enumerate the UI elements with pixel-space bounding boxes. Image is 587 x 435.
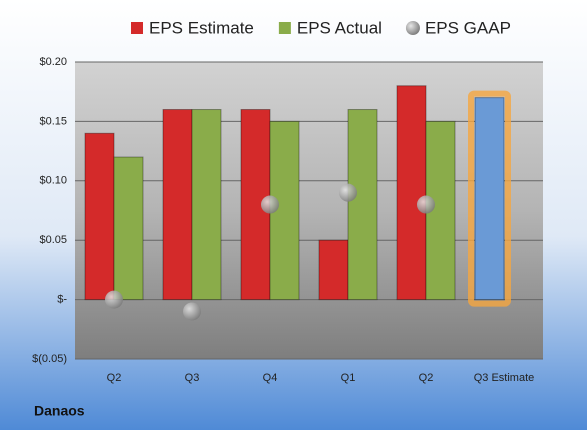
x-tick-label: Q2: [419, 372, 434, 384]
y-tick-label: $0.10: [39, 175, 67, 187]
gaap-point: [339, 183, 357, 202]
x-tick-label: Q1: [341, 372, 356, 384]
y-tick-label: $0.15: [39, 115, 67, 127]
plot-area: [75, 62, 543, 359]
gaap-point: [417, 195, 435, 214]
x-tick-label: Q2: [107, 372, 122, 384]
x-tick-label: Q4: [263, 372, 278, 384]
bar: [318, 239, 349, 301]
legend-marker: [405, 21, 420, 35]
highlight-glow: [468, 90, 511, 307]
gaap-point: [261, 195, 279, 214]
bar: [396, 85, 427, 301]
legend-marker: [278, 22, 291, 34]
legend-marker: [131, 22, 143, 34]
bar: [347, 109, 378, 301]
bar: [474, 97, 505, 301]
gaap-point: [105, 290, 123, 309]
bar: [84, 132, 115, 301]
gaap-point: [183, 302, 201, 321]
y-tick-label: $0.20: [39, 56, 67, 68]
y-tick-label: $-: [57, 294, 67, 306]
bar: [191, 109, 222, 301]
y-tick-label: $(0.05): [32, 353, 67, 365]
y-tick-label: $0.05: [39, 234, 67, 246]
bar: [162, 109, 193, 301]
x-tick-label: Q3: [185, 372, 200, 384]
x-tick-label: Q3 Estimate: [474, 372, 535, 384]
bar: [113, 156, 144, 301]
legend-label: EPS Estimate: [149, 18, 254, 37]
footer: Danaos: [34, 403, 85, 419]
legend-label: EPS Actual: [297, 18, 382, 37]
legend-label: EPS GAAP: [425, 18, 511, 37]
